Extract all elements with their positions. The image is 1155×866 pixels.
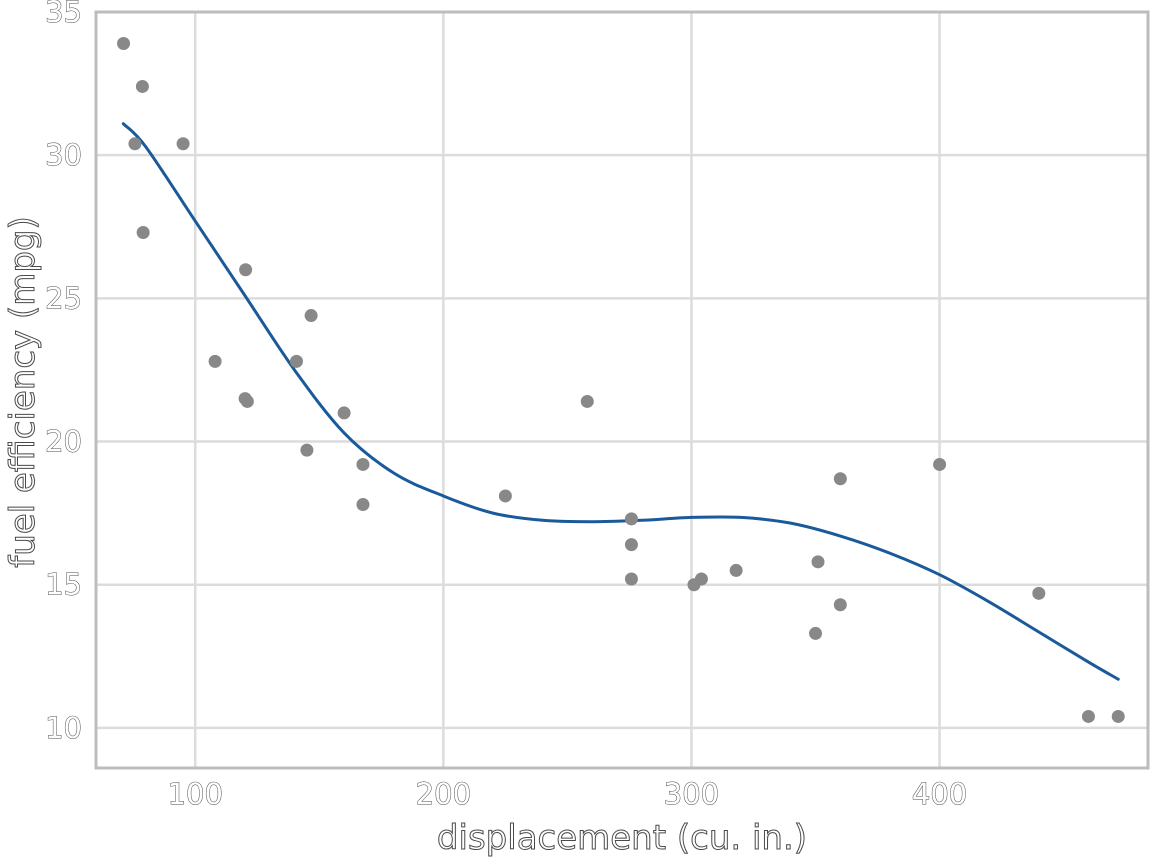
y-tick-label: 20 (45, 425, 82, 459)
data-point (135, 79, 149, 93)
data-point (300, 443, 314, 457)
data-point (208, 354, 222, 368)
y-tick-label: 30 (45, 138, 82, 172)
data-point (176, 137, 190, 151)
x-tick-label: 400 (912, 777, 967, 811)
y-tick-label: 10 (45, 711, 82, 745)
data-point (240, 394, 254, 408)
data-point (117, 37, 131, 50)
y-axis-ticks: 10 15 20 25 30 35 (45, 0, 83, 745)
data-point (811, 555, 825, 569)
data-point (833, 598, 847, 612)
data-point (289, 354, 303, 368)
data-point (356, 457, 370, 471)
y-tick-label: 35 (45, 0, 82, 29)
data-point (933, 457, 947, 471)
grid-lines (96, 12, 1148, 768)
data-point (624, 572, 638, 586)
data-point (729, 563, 743, 577)
data-point (694, 572, 708, 586)
data-point (128, 137, 142, 151)
x-tick-label: 200 (416, 777, 471, 811)
y-tick-label: 15 (45, 568, 82, 602)
data-point (136, 226, 150, 239)
data-points (117, 37, 1125, 723)
y-tick-label: 25 (45, 281, 82, 315)
data-point (239, 263, 253, 277)
data-point (337, 406, 351, 420)
data-point (624, 538, 638, 552)
y-axis-title: fuel efficiency (mpg) (3, 216, 43, 568)
data-point (304, 309, 318, 323)
data-point (1111, 709, 1125, 723)
x-tick-label: 100 (168, 777, 223, 811)
data-point (356, 498, 370, 512)
data-point (580, 394, 594, 408)
trend-line (121, 122, 1120, 681)
data-point (809, 626, 823, 640)
x-axis-ticks: 100 200 300 400 (167, 777, 968, 812)
plot-frame (94, 10, 1150, 770)
data-point (833, 472, 847, 486)
x-axis-title: displacement (cu. in.) (437, 818, 807, 858)
x-tick-label: 300 (664, 777, 719, 811)
data-point (624, 512, 638, 526)
data-point (1032, 586, 1046, 600)
data-point (1081, 709, 1095, 723)
data-point (498, 489, 512, 503)
